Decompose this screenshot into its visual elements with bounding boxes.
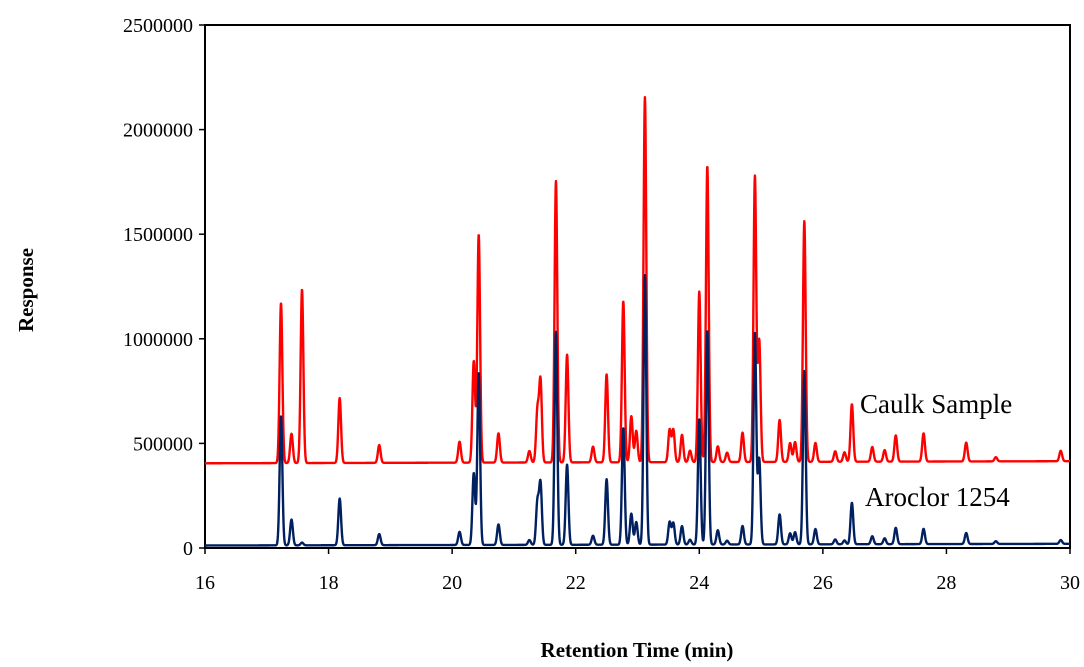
x-tick-label: 16 <box>195 572 215 594</box>
x-tick-label: 26 <box>813 572 833 594</box>
x-tick-label: 20 <box>442 572 462 594</box>
caulk-sample-series-line <box>204 95 1071 465</box>
x-tick-label: 18 <box>319 572 339 594</box>
y-tick-label: 500000 <box>133 433 193 455</box>
x-tick-label: 22 <box>566 572 586 594</box>
plot-area <box>204 24 1071 549</box>
x-axis-title: Retention Time (min) <box>541 638 734 662</box>
x-axis-ticks: 16 18 20 22 24 26 28 30 <box>195 548 1080 594</box>
series-layer <box>204 95 1071 547</box>
aroclor-1254-series-line <box>204 273 1071 547</box>
caulk-sample-annotation: Caulk Sample <box>860 389 1012 419</box>
y-tick-label: 1000000 <box>123 329 193 351</box>
y-axis-ticks: 0 500000 1000000 1500000 2000000 2500000 <box>123 15 205 560</box>
y-tick-label: 0 <box>183 538 193 560</box>
y-tick-label: 2500000 <box>123 15 193 37</box>
aroclor-1254-annotation: Aroclor 1254 <box>865 482 1010 512</box>
y-tick-label: 1500000 <box>123 224 193 246</box>
x-tick-label: 30 <box>1060 572 1080 594</box>
y-tick-label: 2000000 <box>123 120 193 142</box>
x-tick-label: 24 <box>689 572 709 594</box>
x-tick-label: 28 <box>936 572 956 594</box>
y-axis-title: Response <box>14 248 38 332</box>
